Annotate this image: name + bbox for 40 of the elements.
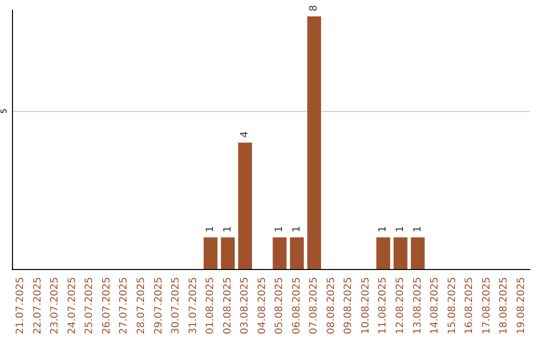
x-tick-label: 27.07.2025: [118, 277, 130, 334]
y-tick-label: 5: [0, 108, 8, 114]
x-tick-label: 19.08.2025: [516, 277, 527, 334]
data-label: 8: [308, 4, 320, 12]
x-tick-label: 25.07.2025: [84, 277, 96, 334]
x-tick-label: 09.08.2025: [343, 277, 354, 334]
x-tick-label: 02.08.2025: [222, 277, 234, 334]
x-tick-label: 24.07.2025: [66, 277, 78, 334]
x-tick-label: 10.08.2025: [360, 277, 372, 334]
data-label: 1: [274, 226, 286, 232]
x-tick-label: 17.08.2025: [481, 277, 492, 334]
x-tick-label: 22.07.2025: [32, 277, 44, 334]
x-tick-label: 07.08.2025: [308, 277, 320, 334]
data-label: 1: [222, 226, 234, 232]
x-tick-label: 06.08.2025: [291, 277, 302, 334]
x-tick-label: 23.07.2025: [50, 277, 61, 334]
x-tick-label: 14.08.2025: [430, 277, 441, 334]
x-tick-label: 21.07.2025: [15, 277, 26, 334]
x-tick-label: 03.08.2025: [240, 277, 251, 334]
data-label: 1: [205, 226, 216, 232]
x-tick-label: 26.07.2025: [101, 277, 112, 334]
x-tick-label: 11.08.2025: [378, 277, 389, 334]
x-tick-label: 08.08.2025: [326, 277, 337, 334]
x-tick-label: 18.08.2025: [498, 277, 510, 334]
x-tick-label: 31.07.2025: [188, 277, 199, 334]
x-tick-label: 15.08.2025: [446, 277, 458, 334]
data-label: 1: [412, 226, 424, 232]
x-tick-label: 30.07.2025: [170, 277, 182, 334]
data-label: 1: [395, 226, 406, 232]
data-label: 1: [291, 226, 302, 232]
data-label: 1: [378, 226, 389, 232]
x-tick-label: 04.08.2025: [256, 277, 268, 334]
x-tick-label: 12.08.2025: [395, 277, 406, 334]
x-tick-label: 16.08.2025: [464, 277, 476, 334]
x-tick-label: 28.07.2025: [136, 277, 147, 334]
x-tick-label: 13.08.2025: [412, 277, 424, 334]
data-label: 4: [240, 131, 251, 138]
x-tick-label: 01.08.2025: [205, 277, 216, 334]
x-tick-label: 29.07.2025: [153, 277, 164, 334]
x-tick-label: 05.08.2025: [274, 277, 286, 334]
